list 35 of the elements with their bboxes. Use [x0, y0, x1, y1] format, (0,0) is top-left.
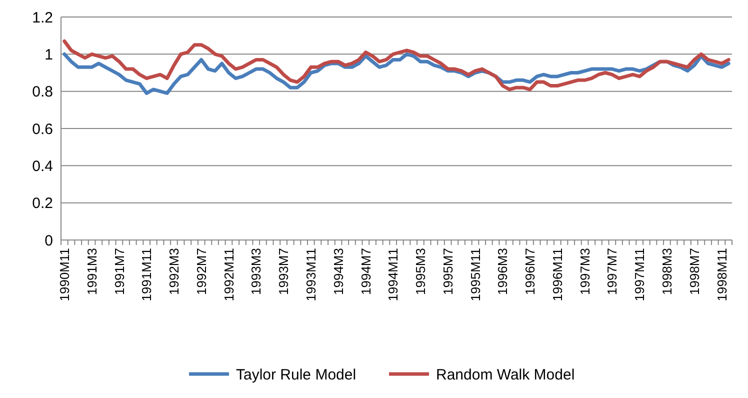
x-tick-label: 1996M11	[550, 248, 565, 302]
x-tick-label: 1997M11	[632, 248, 648, 302]
y-tick-label: 1	[44, 46, 53, 64]
y-tick-label: 1.2	[32, 9, 53, 26]
legend-label: Taylor Rule Model	[236, 366, 356, 384]
x-tick-label: 1997M7	[604, 248, 620, 295]
x-tick-label: 1994M11	[386, 248, 401, 302]
x-tick-label: 1995M11	[468, 248, 483, 302]
x-tick-label: 1993M3	[248, 248, 264, 295]
x-tick-label: 1996M3	[495, 248, 510, 295]
x-tick-label: 1991M11	[139, 248, 154, 302]
legend-label: Random Walk Model	[436, 366, 575, 384]
x-tick-label: 1998M3	[660, 248, 675, 295]
x-tick-label: 1998M11	[714, 248, 730, 302]
x-tick-label: 1998M7	[686, 248, 702, 295]
line-series	[62, 39, 730, 92]
x-tick-label: 1995M7	[440, 248, 456, 295]
x-tick-label: 1993M11	[303, 248, 318, 302]
x-tick-label: 1992M7	[194, 248, 209, 295]
y-tick-label: 0.6	[32, 120, 53, 138]
x-tick-label: 1992M3	[166, 248, 182, 295]
x-tick-label: 1994M3	[330, 248, 346, 295]
x-tick-label: 1990M11	[56, 248, 72, 302]
x-tick-label: 1993M7	[276, 248, 292, 295]
x-tick-label: 1994M7	[358, 248, 374, 295]
y-tick-label: 0.8	[32, 84, 53, 101]
x-tick-label: 1992M11	[221, 248, 236, 302]
x-tick-label: 1996M7	[522, 248, 538, 295]
y-tick-label: 0.4	[32, 158, 53, 175]
x-tick-label: 1991M3	[84, 248, 100, 295]
x-tick-label: 1995M3	[413, 248, 428, 295]
y-tick-label: 0	[44, 232, 53, 250]
y-tick-label: 0.2	[32, 195, 53, 212]
x-tick-label: 1991M7	[112, 248, 127, 295]
x-tick-label: 1997M3	[577, 248, 592, 295]
